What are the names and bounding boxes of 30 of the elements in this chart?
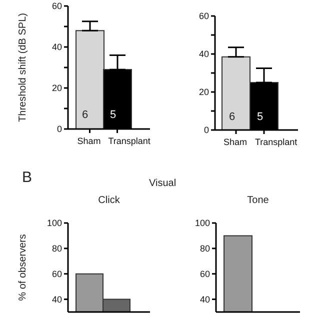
y-tick-label: 40 bbox=[200, 294, 210, 304]
y-tick-label: 80 bbox=[200, 244, 210, 254]
y-tick-label: 60 bbox=[198, 11, 209, 22]
y-tick-label: 100 bbox=[194, 218, 210, 228]
annotation: 6 bbox=[82, 109, 88, 121]
x-tick-label: Transplant bbox=[108, 136, 151, 146]
y-axis-title: % of observers bbox=[18, 234, 29, 301]
y-tick-label: 60 bbox=[52, 1, 62, 12]
text: Visual bbox=[149, 178, 176, 189]
chart-title: Click bbox=[97, 195, 121, 206]
y-tick-label: 0 bbox=[56, 124, 62, 134]
x-tick-label: Sham bbox=[223, 137, 247, 147]
y-tick-label: 20 bbox=[198, 87, 209, 98]
annotation: 5 bbox=[110, 109, 116, 121]
y-tick-label: 0 bbox=[204, 125, 209, 136]
x-tick-label: Transplant bbox=[255, 137, 298, 147]
y-tick-label: 100 bbox=[46, 218, 62, 228]
y-tick-label: 80 bbox=[52, 244, 62, 254]
y-tick-label: 60 bbox=[200, 269, 210, 280]
chart-title: Tone bbox=[246, 195, 270, 206]
y-axis-title: Threshold shift (dB SPL) bbox=[18, 13, 29, 122]
x-tick-label: Sham bbox=[77, 136, 101, 146]
annotation: 6 bbox=[229, 111, 236, 123]
y-tick-label: 40 bbox=[52, 294, 62, 304]
y-tick-label: 20 bbox=[52, 83, 62, 94]
y-tick-label: 40 bbox=[52, 42, 62, 52]
text: B bbox=[22, 169, 32, 186]
y-tick-label: 60 bbox=[52, 269, 62, 280]
annotation: 5 bbox=[257, 111, 264, 123]
y-tick-label: 40 bbox=[198, 49, 209, 60]
